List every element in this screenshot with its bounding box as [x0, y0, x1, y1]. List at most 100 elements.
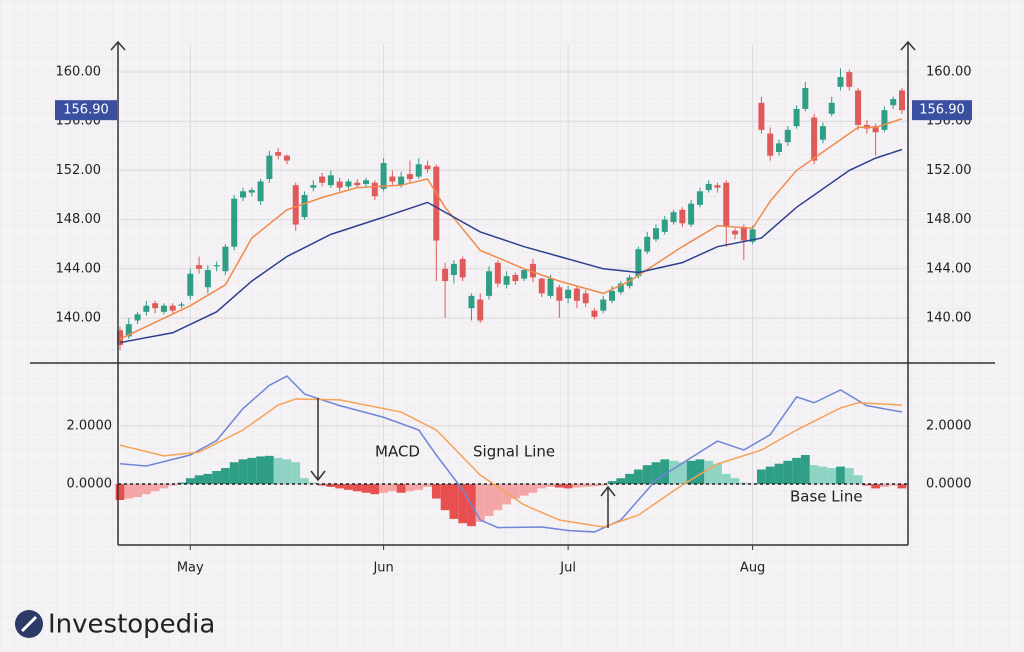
base-line-label: Base Line — [790, 488, 863, 506]
histogram-bar — [660, 459, 670, 485]
candle-body — [670, 212, 677, 223]
y-tick-label: 152.00 — [56, 163, 102, 178]
candle-body — [714, 185, 721, 188]
candle-body — [644, 236, 651, 252]
candle-body — [336, 181, 343, 188]
candle-body — [152, 303, 159, 309]
candle-body — [652, 228, 659, 240]
histogram-bar — [361, 484, 371, 493]
y-tick-label-right: 148.00 — [926, 212, 972, 227]
annotation-arrows — [310, 398, 616, 528]
candle-body — [784, 129, 791, 143]
candle-body — [240, 191, 247, 198]
candle-body — [169, 305, 176, 311]
candle-body — [556, 287, 563, 301]
histogram-bar — [511, 484, 520, 499]
x-tick-label: Jul — [559, 561, 576, 576]
candle-body — [398, 176, 405, 186]
histogram-bar — [300, 478, 309, 485]
candle-body — [503, 276, 510, 285]
y-tick-label: 2.0000 — [67, 418, 113, 433]
histogram-bar — [598, 484, 608, 486]
histogram-bar — [774, 463, 784, 485]
histogram-bar — [572, 484, 582, 488]
histogram-bar — [818, 466, 828, 485]
candle-body — [899, 90, 905, 111]
candle-body — [125, 324, 132, 337]
histogram-bar — [414, 484, 424, 490]
histogram-bar — [809, 465, 819, 485]
histogram-bar — [616, 478, 626, 485]
histogram-bar — [264, 455, 274, 485]
candle-body — [257, 181, 264, 202]
logo-text: Investopedia — [48, 610, 215, 640]
histogram-bar — [335, 484, 345, 489]
histogram-bar — [695, 459, 705, 485]
candle-body — [635, 249, 642, 277]
candle-body — [380, 163, 387, 189]
histogram-bar — [273, 457, 283, 485]
candle-body — [529, 263, 536, 278]
histogram-bar — [387, 484, 397, 492]
histogram-bar — [590, 484, 599, 487]
candle-body — [775, 143, 782, 152]
candle-body — [872, 126, 879, 133]
candle-body — [459, 258, 466, 278]
candle-body — [310, 185, 317, 188]
histogram-bar — [159, 484, 169, 489]
histogram-bar — [282, 459, 292, 485]
candle-body — [406, 174, 413, 180]
y-tick-label-right: 160.00 — [926, 65, 972, 80]
candle-body — [828, 102, 835, 114]
arrow-head — [310, 470, 326, 482]
candle-body — [521, 270, 528, 279]
candle-body — [117, 330, 123, 346]
histogram-bar — [642, 465, 652, 485]
candle-body — [846, 72, 853, 87]
histogram-bar — [862, 484, 872, 486]
histogram-bar — [800, 455, 810, 485]
y-tick-label-right: 144.00 — [926, 261, 972, 276]
histogram-bar — [423, 484, 432, 487]
histogram-bar — [352, 484, 362, 492]
candle-body — [442, 268, 449, 282]
candle-body — [292, 185, 299, 225]
candle-body — [600, 299, 607, 311]
candle-body — [143, 305, 150, 312]
price-badge-label: 156.90 — [919, 103, 965, 118]
candle-body — [696, 191, 703, 205]
histogram-bar — [871, 484, 881, 489]
candle-body — [758, 102, 765, 130]
price-badge-label: 156.90 — [63, 103, 109, 118]
candle-body — [213, 265, 220, 267]
histogram-bar — [721, 473, 731, 485]
histogram-bar — [458, 484, 468, 524]
candle-body — [134, 314, 141, 321]
left-axis-arrow — [110, 40, 126, 51]
histogram-bar — [607, 481, 617, 485]
histogram-bar — [115, 484, 125, 500]
candle-body — [178, 304, 185, 306]
candle-body — [486, 271, 493, 296]
candle-body — [468, 295, 475, 309]
histogram-bar — [669, 460, 678, 485]
histogram-bar — [221, 468, 230, 485]
histogram-bar — [836, 466, 845, 485]
candle-body — [424, 165, 431, 170]
histogram-bar — [880, 484, 889, 487]
y-tick-label: 148.00 — [56, 212, 102, 227]
candle-body — [538, 278, 545, 294]
candle-body — [749, 229, 756, 242]
candle-body — [275, 151, 282, 156]
histogram-bar — [484, 484, 494, 516]
candle-body — [573, 288, 580, 301]
histogram-bar — [431, 484, 441, 499]
candle-body — [433, 166, 440, 241]
histogram-bar — [141, 484, 151, 495]
candle-body — [688, 203, 695, 225]
histogram-bar — [563, 484, 573, 489]
histogram-bar — [853, 475, 863, 485]
candle-body — [679, 209, 686, 224]
